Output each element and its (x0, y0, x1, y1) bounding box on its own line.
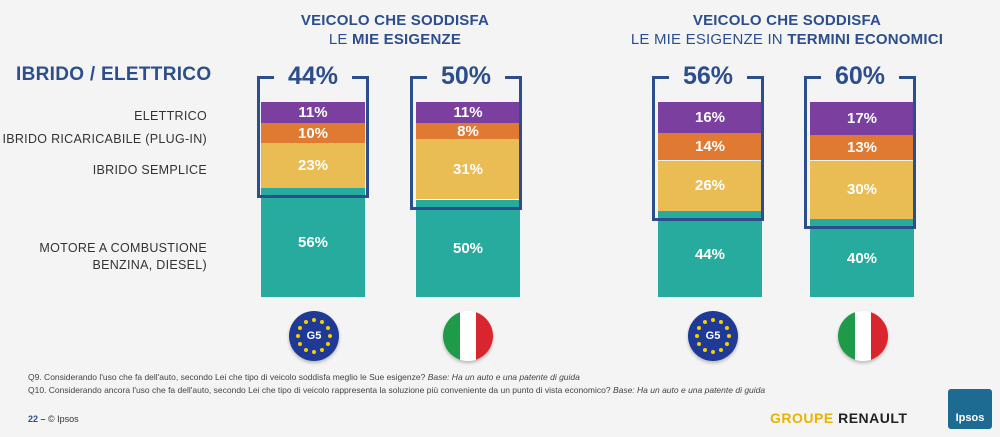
data-label: 13% (846, 139, 878, 157)
eu-star-icon (711, 318, 715, 322)
data-label: 11% (453, 104, 483, 122)
bar-segment-elettrico: 11% (261, 102, 365, 124)
ibrido-elettrico-label: IBRIDO / ELETTRICO (16, 64, 212, 85)
bar-segment-plugin: 8% (416, 122, 520, 140)
data-label: 31% (452, 160, 484, 178)
bar-segment-semplice: 31% (416, 139, 520, 200)
eu-star-icon (312, 350, 316, 354)
left-title-line2: LE MIE ESIGENZE (328, 31, 462, 48)
groupe-renault-logo: GROUPE RENAULT (770, 410, 908, 426)
bar-segment-semplice: 23% (261, 142, 365, 188)
label-combustione: MOTORE A COMBUSTIONE BENZINA, DIESEL) (39, 241, 207, 272)
bar-segment-plugin: 14% (658, 133, 762, 161)
eu-star-icon (719, 347, 723, 352)
eu-star-icon (727, 334, 731, 338)
bar-segment-plugin: 13% (810, 135, 914, 161)
stacked-bar-2-2: 17% 13% 30% 40% (810, 102, 914, 297)
eu-star-icon (325, 326, 330, 330)
bar-segment-plugin: 10% (261, 123, 365, 143)
eu-star-icon (296, 334, 300, 338)
eu-star-icon (724, 342, 729, 346)
right-chart-title: VEICOLO CHE SODDISFA LE MIE ESIGENZE IN … (612, 11, 962, 49)
footnote-q10: Q10. Considerando ancora l'uso che fa de… (28, 385, 766, 395)
data-label: 50% (452, 239, 484, 257)
stacked-bar-1-1: 11% 10% 23% 56% (261, 102, 365, 297)
total-label: 60% (834, 62, 886, 90)
page-number: 22 – © Ipsos (28, 414, 79, 424)
data-label: 56% (297, 233, 329, 251)
data-label: 30% (846, 181, 878, 199)
data-label: 8% (457, 122, 479, 140)
data-label: 23% (297, 156, 329, 174)
right-title-line2: LE MIE ESIGENZE IN TERMINI ECONOMICI (630, 31, 944, 48)
eu-star-icon (320, 347, 324, 352)
ibrido-elettrico-bracket (652, 75, 764, 222)
right-title-line1: VEICOLO CHE SODDISFA (692, 12, 882, 29)
eu-star-icon (697, 342, 702, 346)
eu-star-icon (697, 326, 702, 330)
ibrido-elettrico-bracket (804, 75, 916, 229)
eu-star-icon (719, 320, 723, 325)
left-chart-title: VEICOLO CHE SODDISFA LE MIE ESIGENZE (250, 11, 540, 49)
label-plugin: IBRIDO RICARICABILE (PLUG-IN) (2, 132, 207, 146)
eu-star-icon (325, 342, 330, 346)
bar-segment-combustione: 40% (810, 219, 914, 297)
eu-star-icon (304, 320, 308, 325)
ibrido-elettrico-bracket (410, 75, 522, 210)
data-label: 17% (846, 110, 878, 128)
total-label: 44% (287, 62, 339, 90)
eu-star-icon (703, 320, 707, 325)
data-label: 11% (298, 104, 328, 122)
italy-flag-icon (443, 311, 493, 361)
label-semplice: IBRIDO SEMPLICE (92, 163, 207, 177)
eu-star-icon (703, 347, 707, 352)
bar-segment-elettrico: 17% (810, 102, 914, 136)
stacked-bar-1-2: 11% 8% 31% 50% (416, 102, 520, 297)
ibrido-elettrico-bracket (257, 75, 369, 198)
eu-star-icon (711, 350, 715, 354)
eu-star-icon (320, 320, 324, 325)
ipsos-logo: Ipsos (948, 389, 992, 429)
stacked-bar-2-1: 16% 14% 26% 44% (658, 102, 762, 297)
data-label: 16% (694, 109, 726, 127)
eu-flag-icon: G5 (289, 311, 339, 361)
data-label: 44% (694, 245, 726, 263)
data-label: 10% (297, 124, 329, 142)
eu-flag-icon: G5 (688, 311, 738, 361)
eu-star-icon (328, 334, 332, 338)
data-label: 26% (694, 177, 726, 195)
total-label: 56% (682, 62, 734, 90)
bar-segment-combustione: 50% (416, 199, 520, 297)
label-elettrico: ELETTRICO (134, 109, 207, 123)
total-label: 50% (440, 62, 492, 90)
eu-star-icon (695, 334, 699, 338)
eu-star-icon (312, 318, 316, 322)
data-label: 14% (694, 138, 726, 156)
bar-segment-combustione: 44% (658, 211, 762, 297)
data-label: 40% (846, 249, 878, 267)
eu-star-icon (298, 342, 303, 346)
eu-star-icon (304, 347, 308, 352)
italy-flag-icon (838, 311, 888, 361)
left-title-line1: VEICOLO CHE SODDISFA (300, 12, 490, 29)
bar-segment-semplice: 26% (658, 160, 762, 212)
bar-segment-combustione: 56% (261, 187, 365, 297)
eu-star-icon (298, 326, 303, 330)
eu-star-icon (724, 326, 729, 330)
bar-segment-elettrico: 16% (658, 102, 762, 134)
bar-segment-elettrico: 11% (416, 102, 520, 124)
footnote-q9: Q9. Considerando l'uso che fa dell'auto,… (28, 372, 580, 382)
bar-segment-semplice: 30% (810, 160, 914, 219)
